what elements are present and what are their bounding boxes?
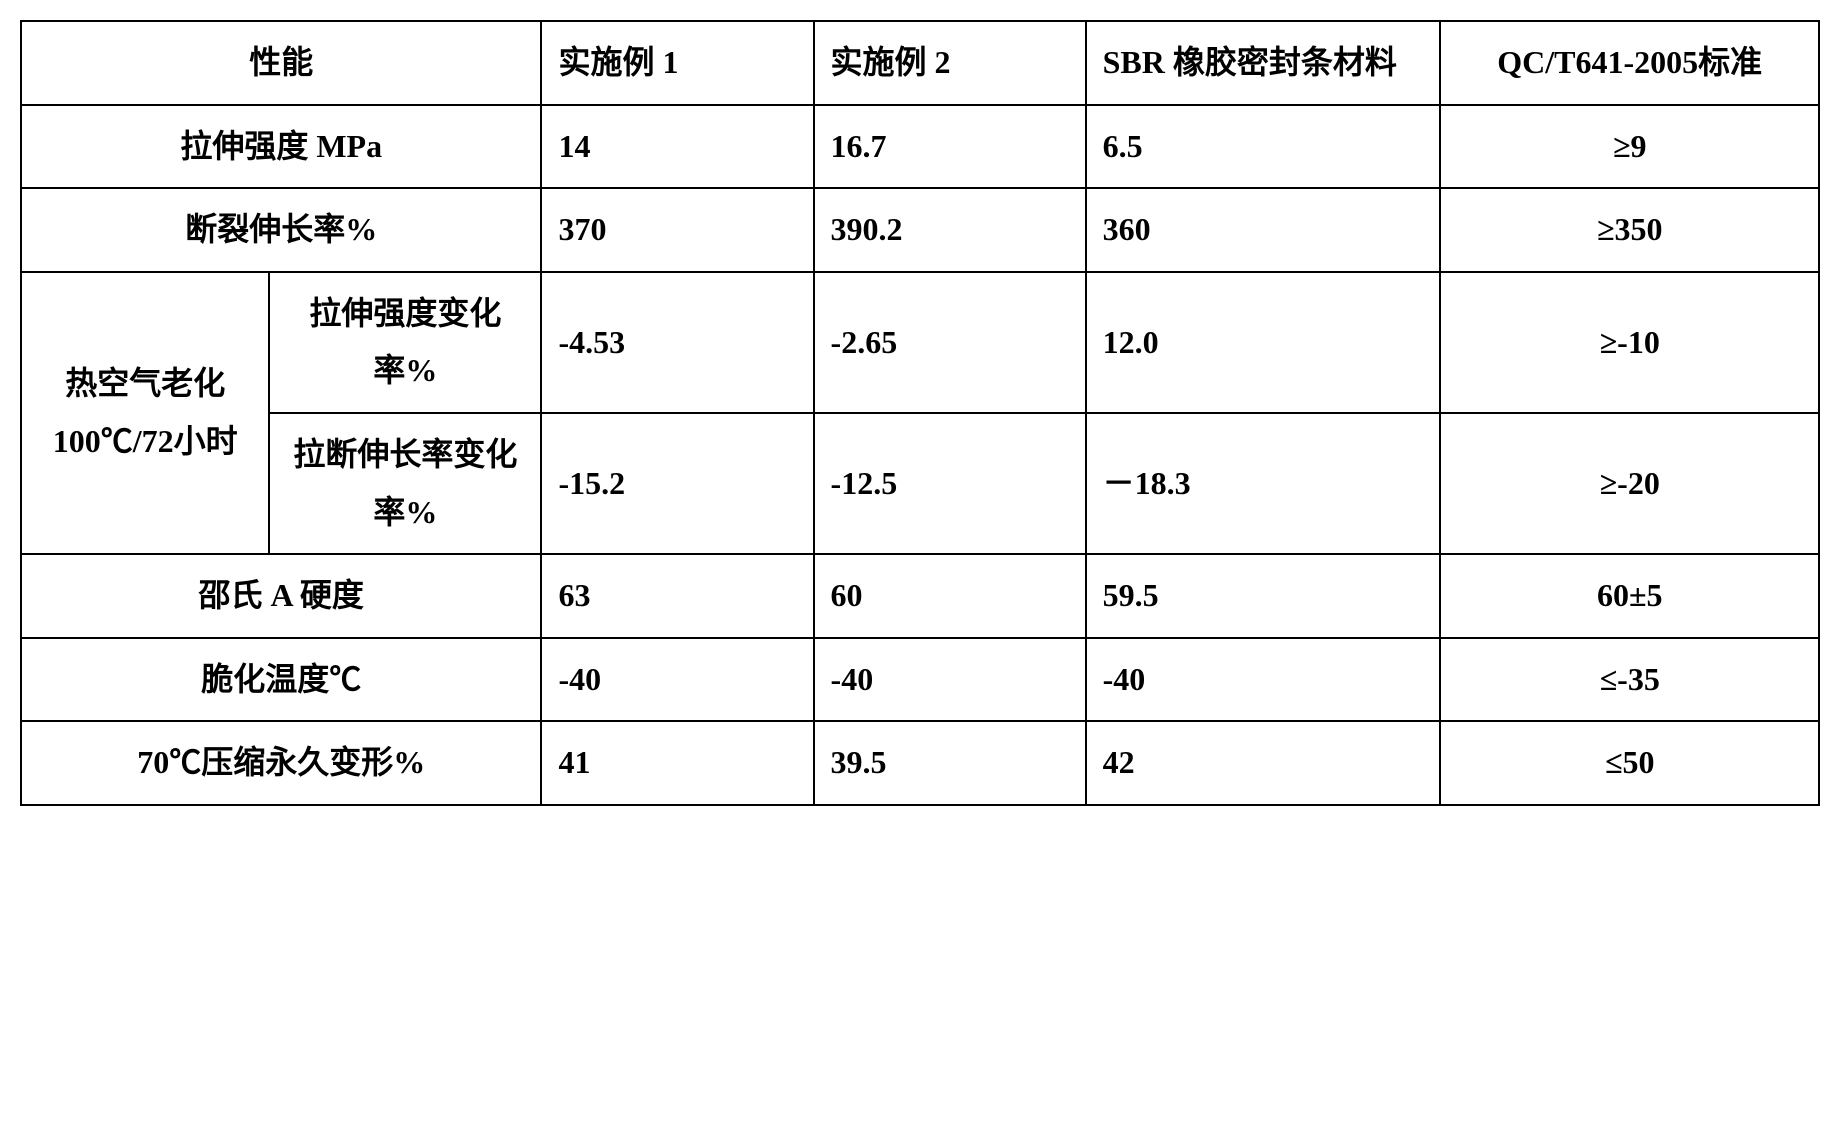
- cell-std: ≥-20: [1440, 413, 1819, 554]
- header-example2: 实施例 2: [814, 21, 1086, 105]
- table-row: 拉断伸长率变化率% -15.2 -12.5 －18.3 ≥-20: [21, 413, 1819, 554]
- table-row: 邵氏 A 硬度 63 60 59.5 60±5: [21, 554, 1819, 638]
- cell-ex1: 14: [541, 105, 813, 189]
- cell-std: ≤-35: [1440, 638, 1819, 722]
- properties-table: 性能 实施例 1 实施例 2 SBR 橡胶密封条材料 QC/T641-2005标…: [20, 20, 1820, 806]
- cell-std: ≤50: [1440, 721, 1819, 805]
- cell-sbr: －18.3: [1086, 413, 1441, 554]
- cell-std: ≥9: [1440, 105, 1819, 189]
- row-sublabel: 拉断伸长率变化率%: [269, 413, 541, 554]
- cell-std: ≥-10: [1440, 272, 1819, 413]
- row-label: 断裂伸长率%: [21, 188, 541, 272]
- table-row: 拉伸强度 MPa 14 16.7 6.5 ≥9: [21, 105, 1819, 189]
- row-sublabel: 拉伸强度变化率%: [269, 272, 541, 413]
- header-sbr: SBR 橡胶密封条材料: [1086, 21, 1441, 105]
- row-label: 脆化温度℃: [21, 638, 541, 722]
- cell-sbr: 6.5: [1086, 105, 1441, 189]
- cell-ex2: -40: [814, 638, 1086, 722]
- table-header-row: 性能 实施例 1 实施例 2 SBR 橡胶密封条材料 QC/T641-2005标…: [21, 21, 1819, 105]
- table-row: 断裂伸长率% 370 390.2 360 ≥350: [21, 188, 1819, 272]
- header-example1: 实施例 1: [541, 21, 813, 105]
- cell-ex2: -2.65: [814, 272, 1086, 413]
- cell-sbr: 42: [1086, 721, 1441, 805]
- cell-std: 60±5: [1440, 554, 1819, 638]
- cell-ex2: 60: [814, 554, 1086, 638]
- cell-sbr: 360: [1086, 188, 1441, 272]
- cell-ex1: -15.2: [541, 413, 813, 554]
- table-row: 脆化温度℃ -40 -40 -40 ≤-35: [21, 638, 1819, 722]
- cell-ex1: 41: [541, 721, 813, 805]
- cell-ex2: -12.5: [814, 413, 1086, 554]
- cell-ex2: 390.2: [814, 188, 1086, 272]
- cell-ex1: -40: [541, 638, 813, 722]
- cell-ex2: 16.7: [814, 105, 1086, 189]
- header-standard: QC/T641-2005标准: [1440, 21, 1819, 105]
- row-label: 拉伸强度 MPa: [21, 105, 541, 189]
- cell-ex1: 370: [541, 188, 813, 272]
- row-group-label: 热空气老化100℃/72小时: [21, 272, 269, 554]
- cell-ex1: -4.53: [541, 272, 813, 413]
- cell-std: ≥350: [1440, 188, 1819, 272]
- cell-sbr: 12.0: [1086, 272, 1441, 413]
- cell-sbr: 59.5: [1086, 554, 1441, 638]
- cell-sbr: -40: [1086, 638, 1441, 722]
- table-row: 70℃压缩永久变形% 41 39.5 42 ≤50: [21, 721, 1819, 805]
- cell-ex1: 63: [541, 554, 813, 638]
- table-row: 热空气老化100℃/72小时 拉伸强度变化率% -4.53 -2.65 12.0…: [21, 272, 1819, 413]
- header-property: 性能: [21, 21, 541, 105]
- cell-ex2: 39.5: [814, 721, 1086, 805]
- row-label: 70℃压缩永久变形%: [21, 721, 541, 805]
- row-label: 邵氏 A 硬度: [21, 554, 541, 638]
